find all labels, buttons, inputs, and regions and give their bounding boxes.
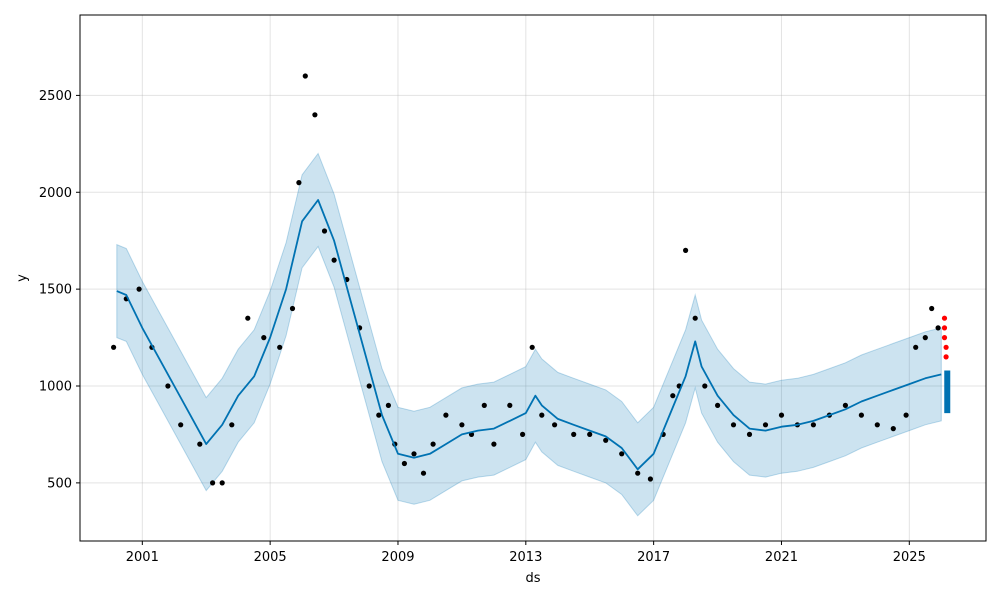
observed-point — [520, 431, 526, 437]
x-tick-label: 2009 — [381, 550, 414, 565]
observed-point — [376, 412, 382, 418]
observed-point — [385, 402, 391, 408]
x-tick-label: 2025 — [893, 550, 926, 565]
observed-point — [491, 441, 497, 447]
observed-point — [922, 335, 928, 341]
observed-point — [178, 422, 184, 428]
observed-point — [430, 441, 436, 447]
observed-point — [197, 441, 203, 447]
observed-point — [746, 431, 753, 437]
y-tick-label: 500 — [47, 476, 72, 491]
x-tick-label: 2021 — [765, 550, 798, 565]
outlier-points-layer — [941, 315, 949, 360]
y-tick-label: 1000 — [39, 380, 72, 395]
observed-point — [762, 422, 769, 428]
y-tick-label: 2000 — [39, 186, 72, 201]
observed-point — [715, 402, 721, 408]
observed-point — [219, 480, 225, 486]
observed-point — [411, 451, 417, 457]
outlier-point — [943, 354, 949, 360]
observed-point — [587, 431, 593, 437]
observed-point — [111, 344, 117, 350]
grid-layer — [80, 15, 986, 541]
observed-point — [302, 73, 308, 79]
observed-point — [277, 344, 283, 350]
observed-point — [210, 480, 216, 486]
observed-point — [635, 470, 641, 476]
x-tick-label: 2017 — [637, 550, 670, 565]
x-tick-label: 2001 — [126, 550, 159, 565]
observed-point — [507, 402, 513, 408]
forecast-line — [116, 199, 942, 471]
observed-point — [245, 315, 251, 321]
outlier-point — [941, 325, 948, 331]
observed-point — [683, 247, 689, 253]
observed-point — [810, 422, 817, 428]
observed-point — [366, 383, 372, 389]
observed-point — [552, 422, 558, 428]
observed-point — [443, 412, 449, 418]
observed-point — [539, 412, 545, 418]
observed-point — [165, 383, 171, 389]
observed-point — [420, 470, 427, 476]
y-tick-label: 2500 — [39, 89, 72, 104]
observed-point — [261, 335, 267, 341]
x-tick-label: 2005 — [254, 550, 287, 565]
observed-point — [858, 412, 865, 418]
observed-points-layer — [111, 73, 941, 486]
observed-point — [296, 180, 302, 186]
observed-point — [874, 422, 880, 428]
observed-point — [481, 402, 487, 408]
forecast-line-layer — [116, 199, 951, 471]
observed-point — [401, 460, 407, 467]
observed-point — [890, 426, 896, 432]
observed-point — [903, 412, 909, 418]
outlier-point — [941, 335, 948, 341]
observed-point — [321, 228, 328, 234]
forecast-horizon-mark — [944, 370, 951, 414]
observed-point — [289, 305, 296, 312]
x-tick-label: 2013 — [509, 550, 542, 565]
observed-point — [929, 305, 935, 312]
observed-point — [136, 286, 142, 292]
plot-frame — [79, 14, 987, 542]
outlier-point — [943, 344, 949, 350]
observed-point — [935, 325, 941, 331]
outlier-point — [941, 315, 948, 321]
observed-point — [670, 393, 676, 399]
observed-point — [229, 422, 235, 428]
axis-ticks-layer: 2001 2005 2009 2013 2017 2021 2025 500 1000 1500 2… — [39, 89, 926, 565]
observed-point — [730, 422, 737, 428]
uncertainty-band-layer — [116, 152, 942, 517]
observed-point — [702, 383, 708, 389]
observed-point — [647, 476, 654, 482]
uncertainty-band — [116, 152, 942, 517]
x-axis-label: ds — [525, 571, 540, 586]
observed-point — [529, 344, 535, 350]
observed-point — [459, 422, 465, 428]
observed-point — [331, 257, 337, 263]
y-axis-label: y — [15, 274, 30, 282]
observed-point — [842, 402, 849, 408]
observed-point — [619, 451, 625, 457]
observed-point — [603, 437, 609, 443]
observed-point — [571, 431, 577, 437]
observed-point — [312, 112, 318, 118]
y-tick-label: 1500 — [39, 283, 72, 298]
observed-point — [778, 412, 785, 418]
observed-point — [692, 315, 698, 321]
observed-point — [913, 344, 919, 350]
